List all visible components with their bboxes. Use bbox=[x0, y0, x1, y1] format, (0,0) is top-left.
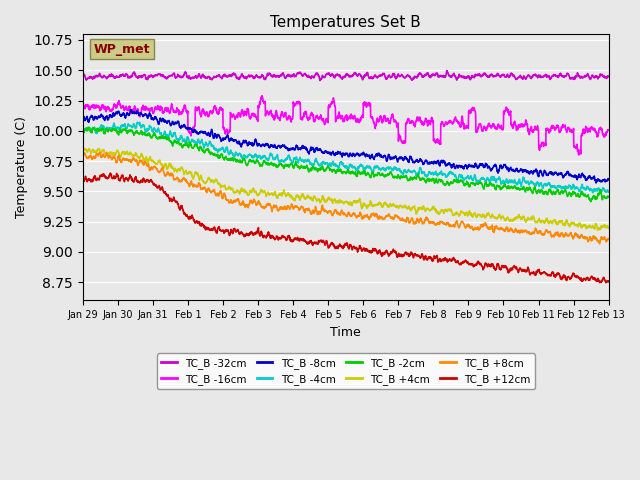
TC_B -32cm bbox=[372, 74, 380, 80]
TC_B +4cm bbox=[372, 202, 380, 208]
TC_B +8cm bbox=[79, 152, 86, 158]
TC_B -4cm bbox=[226, 151, 234, 157]
TC_B +12cm bbox=[361, 248, 369, 254]
TC_B -4cm bbox=[596, 190, 604, 196]
TC_B -4cm bbox=[499, 179, 506, 185]
TC_B -4cm bbox=[79, 128, 86, 133]
TC_B -4cm bbox=[134, 120, 141, 125]
TC_B +12cm bbox=[107, 170, 115, 176]
TC_B +8cm bbox=[605, 236, 612, 242]
TC_B -8cm bbox=[592, 180, 600, 186]
TC_B -2cm bbox=[79, 130, 86, 136]
TC_B -8cm bbox=[226, 138, 234, 144]
TC_B -2cm bbox=[85, 124, 93, 130]
TC_B -32cm bbox=[605, 74, 612, 80]
TC_B +8cm bbox=[596, 241, 604, 247]
TC_B -32cm bbox=[444, 68, 451, 74]
TC_B -16cm bbox=[499, 127, 506, 132]
TC_B -4cm bbox=[573, 185, 581, 191]
TC_B +12cm bbox=[372, 247, 380, 253]
X-axis label: Time: Time bbox=[330, 325, 361, 338]
TC_B +4cm bbox=[81, 145, 89, 151]
TC_B -8cm bbox=[79, 115, 86, 120]
TC_B -16cm bbox=[79, 103, 86, 109]
TC_B -32cm bbox=[225, 72, 233, 78]
TC_B +12cm bbox=[79, 177, 86, 183]
TC_B -32cm bbox=[573, 71, 581, 77]
TC_B -16cm bbox=[225, 128, 233, 134]
TC_B +12cm bbox=[226, 232, 234, 238]
TC_B -32cm bbox=[79, 72, 86, 78]
TC_B +8cm bbox=[573, 233, 581, 239]
TC_B -8cm bbox=[559, 172, 566, 178]
TC_B -8cm bbox=[573, 177, 581, 182]
TC_B +12cm bbox=[605, 279, 612, 285]
TC_B +8cm bbox=[559, 232, 566, 238]
TC_B +8cm bbox=[372, 212, 380, 217]
TC_B +12cm bbox=[602, 280, 610, 286]
TC_B -2cm bbox=[361, 168, 369, 174]
TC_B -2cm bbox=[372, 172, 380, 178]
Text: WP_met: WP_met bbox=[93, 43, 150, 56]
TC_B -2cm bbox=[605, 194, 612, 200]
TC_B -32cm bbox=[499, 72, 506, 78]
TC_B -16cm bbox=[573, 142, 581, 147]
TC_B +8cm bbox=[226, 199, 234, 205]
TC_B -32cm bbox=[559, 74, 566, 80]
TC_B +8cm bbox=[103, 149, 111, 155]
Line: TC_B +4cm: TC_B +4cm bbox=[83, 148, 609, 230]
TC_B -2cm bbox=[573, 193, 581, 199]
TC_B -4cm bbox=[361, 166, 369, 171]
TC_B +12cm bbox=[573, 274, 581, 279]
TC_B -8cm bbox=[361, 151, 369, 157]
TC_B +4cm bbox=[605, 225, 612, 231]
TC_B -2cm bbox=[587, 199, 595, 204]
TC_B -4cm bbox=[559, 185, 566, 191]
TC_B +4cm bbox=[361, 202, 369, 207]
Line: TC_B -8cm: TC_B -8cm bbox=[83, 110, 609, 183]
TC_B +4cm bbox=[226, 185, 234, 191]
TC_B -4cm bbox=[372, 164, 380, 170]
TC_B -16cm bbox=[372, 120, 380, 126]
TC_B -16cm bbox=[258, 93, 266, 98]
TC_B +8cm bbox=[499, 227, 506, 232]
Title: Temperatures Set B: Temperatures Set B bbox=[270, 15, 421, 30]
Legend: TC_B -32cm, TC_B -16cm, TC_B -8cm, TC_B -4cm, TC_B -2cm, TC_B +4cm, TC_B +8cm, T: TC_B -32cm, TC_B -16cm, TC_B -8cm, TC_B … bbox=[157, 353, 534, 389]
Line: TC_B -2cm: TC_B -2cm bbox=[83, 127, 609, 202]
Line: TC_B -32cm: TC_B -32cm bbox=[83, 71, 609, 81]
TC_B -2cm bbox=[559, 188, 566, 193]
TC_B -8cm bbox=[605, 176, 612, 182]
Y-axis label: Temperature (C): Temperature (C) bbox=[15, 116, 28, 218]
TC_B -8cm bbox=[499, 165, 506, 171]
TC_B -16cm bbox=[361, 101, 369, 107]
TC_B +4cm bbox=[594, 227, 602, 233]
Line: TC_B -16cm: TC_B -16cm bbox=[83, 96, 609, 155]
TC_B -2cm bbox=[226, 156, 234, 162]
TC_B -4cm bbox=[605, 189, 612, 195]
TC_B -8cm bbox=[127, 107, 135, 113]
Line: TC_B +12cm: TC_B +12cm bbox=[83, 173, 609, 283]
Line: TC_B -4cm: TC_B -4cm bbox=[83, 122, 609, 193]
TC_B +4cm bbox=[559, 220, 566, 226]
TC_B +8cm bbox=[361, 214, 369, 220]
TC_B +12cm bbox=[559, 274, 566, 279]
TC_B -16cm bbox=[575, 152, 583, 158]
TC_B +4cm bbox=[499, 214, 506, 219]
TC_B -16cm bbox=[559, 124, 566, 130]
TC_B -2cm bbox=[499, 184, 506, 190]
TC_B -32cm bbox=[316, 78, 324, 84]
TC_B +4cm bbox=[79, 146, 86, 152]
TC_B +4cm bbox=[573, 222, 581, 228]
TC_B -8cm bbox=[372, 153, 380, 158]
Line: TC_B +8cm: TC_B +8cm bbox=[83, 152, 609, 244]
TC_B -16cm bbox=[605, 127, 612, 133]
TC_B -32cm bbox=[361, 72, 369, 78]
TC_B +12cm bbox=[499, 263, 506, 269]
